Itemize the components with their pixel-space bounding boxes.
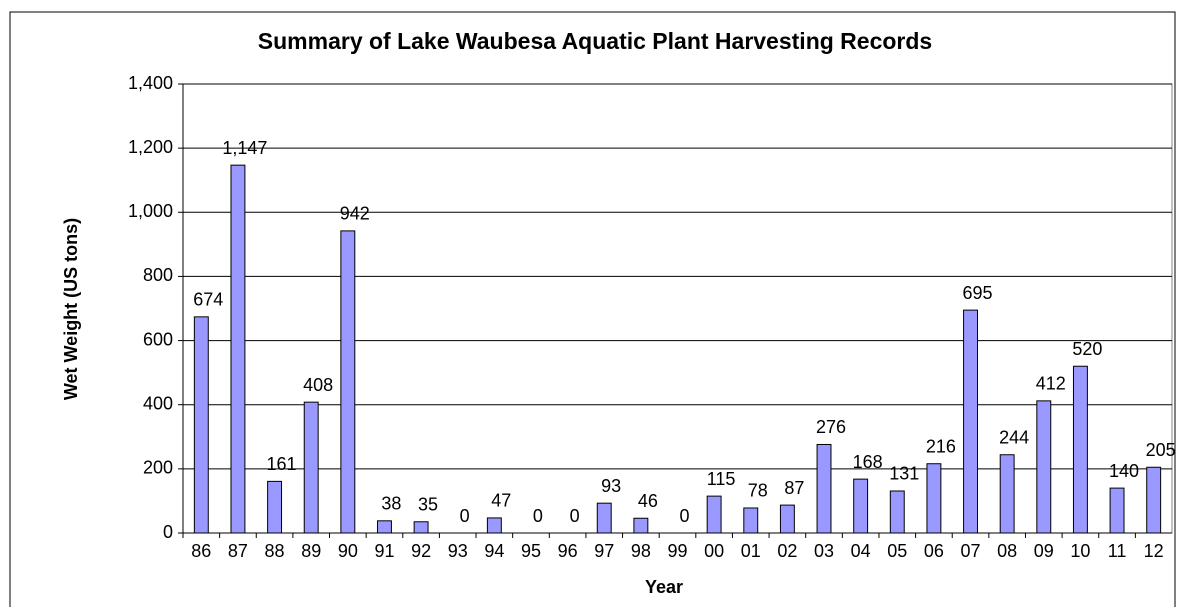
data-label: 216	[926, 436, 956, 456]
data-label: 78	[748, 481, 768, 501]
data-label: 244	[999, 427, 1029, 447]
x-tick-label: 86	[191, 541, 211, 561]
x-tick-label: 97	[594, 541, 614, 561]
x-tick-label: 92	[411, 541, 431, 561]
x-tick-label: 98	[631, 541, 651, 561]
data-label: 161	[267, 454, 297, 474]
x-tick-label: 04	[851, 541, 871, 561]
x-tick-label: 99	[667, 541, 687, 561]
y-tick-label: 1,000	[128, 201, 173, 221]
data-label: 0	[533, 506, 543, 526]
x-axis-title: Year	[645, 577, 683, 597]
x-tick-label: 06	[924, 541, 944, 561]
x-tick-label: 87	[228, 541, 248, 561]
data-label: 1,147	[222, 138, 267, 158]
bar	[1146, 466, 1162, 534]
data-label: 0	[460, 506, 470, 526]
y-tick-label: 200	[143, 458, 173, 478]
y-tick-label: 0	[163, 522, 173, 542]
data-label: 131	[889, 464, 919, 484]
bar	[706, 495, 722, 534]
bar	[963, 309, 978, 534]
bar	[267, 480, 283, 534]
y-tick-label: 600	[143, 329, 173, 349]
bar	[633, 517, 649, 534]
bar	[230, 164, 246, 534]
data-label: 168	[853, 452, 883, 472]
data-label: 0	[679, 506, 689, 526]
data-label: 520	[1072, 339, 1102, 359]
bar	[816, 443, 832, 534]
data-label: 412	[1036, 374, 1066, 394]
x-tick-label: 91	[374, 541, 394, 561]
x-tick-label: 89	[301, 541, 321, 561]
x-tick-label: 10	[1070, 541, 1090, 561]
x-tick-label: 05	[887, 541, 907, 561]
bar	[1036, 400, 1052, 534]
data-label: 47	[491, 491, 511, 511]
bar	[1072, 365, 1088, 534]
bar	[486, 517, 502, 534]
x-tick-label: 11	[1108, 541, 1127, 561]
bar	[926, 463, 942, 534]
bar	[999, 454, 1015, 534]
x-tick-label: 93	[448, 541, 468, 561]
y-tick-label: 1,200	[128, 137, 173, 157]
bar	[303, 401, 319, 534]
bar	[596, 502, 612, 534]
bar	[743, 507, 759, 534]
y-tick-label: 400	[143, 393, 173, 413]
x-tick-label: 08	[997, 541, 1017, 561]
data-label: 140	[1109, 461, 1139, 481]
bar	[889, 490, 905, 534]
data-label: 408	[303, 375, 333, 395]
bar	[413, 521, 429, 534]
data-label: 87	[784, 478, 804, 498]
x-tick-label: 00	[704, 541, 724, 561]
bar	[779, 504, 795, 534]
x-tick-label: 07	[961, 541, 981, 561]
data-label: 276	[816, 417, 846, 437]
y-tick-label: 1,400	[128, 73, 173, 93]
x-tick-label: 96	[558, 541, 578, 561]
x-tick-label: 02	[777, 541, 797, 561]
data-label: 93	[601, 476, 621, 496]
data-label: 0	[570, 506, 580, 526]
bar	[377, 520, 392, 534]
x-tick-label: 09	[1034, 541, 1054, 561]
x-tick-label: 03	[814, 541, 834, 561]
bar	[193, 316, 209, 534]
x-tick-label: 90	[338, 541, 358, 561]
chart-title: Summary of Lake Waubesa Aquatic Plant Ha…	[258, 28, 932, 54]
bar	[1109, 487, 1125, 534]
data-label: 695	[962, 283, 992, 303]
data-label: 46	[638, 491, 658, 511]
bar	[853, 478, 869, 534]
x-tick-label: 01	[741, 541, 761, 561]
data-label: 115	[707, 469, 736, 489]
x-tick-label: 95	[521, 541, 541, 561]
y-tick-label: 800	[143, 265, 173, 285]
x-tick-label: 12	[1144, 541, 1164, 561]
data-label: 674	[193, 290, 223, 310]
data-label: 942	[340, 204, 370, 224]
data-label: 38	[381, 494, 401, 514]
plot-area	[182, 83, 1173, 534]
y-axis-title: Wet Weight (US tons)	[61, 218, 81, 400]
x-tick-label: 88	[265, 541, 285, 561]
data-label: 35	[418, 495, 438, 515]
bar	[340, 230, 356, 534]
x-tick-label: 94	[484, 541, 504, 561]
data-label: 205	[1146, 440, 1176, 460]
